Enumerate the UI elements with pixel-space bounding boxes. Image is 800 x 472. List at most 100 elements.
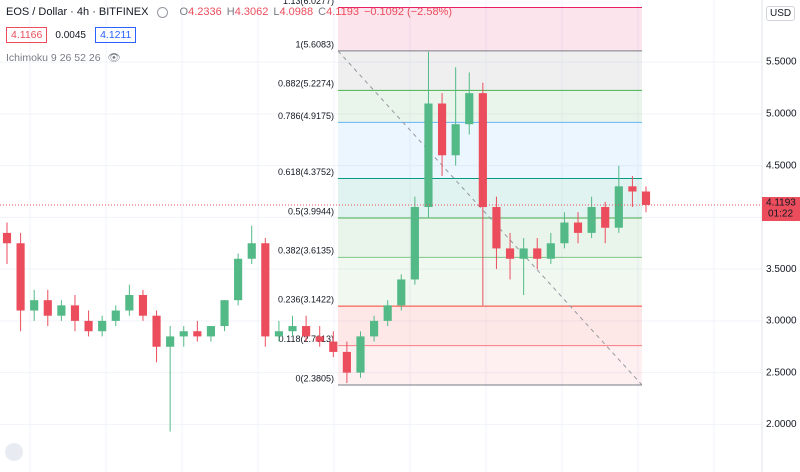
candle-body	[206, 326, 216, 337]
fib-label: 0.236(3.1422)	[278, 295, 334, 305]
candle-body	[383, 305, 392, 321]
candle-body	[451, 124, 460, 156]
ohlc: O4.2336 H4.3062 L4.0988 C4.1193 −0.1092 (−2.…	[180, 6, 457, 18]
fib-band	[338, 90, 642, 123]
spread: 0.0045	[55, 30, 86, 41]
ohlc-key: H	[226, 6, 235, 18]
candle-body	[2, 232, 12, 244]
fib-band	[338, 257, 642, 307]
fib-label: 1.13(6.0277)	[283, 0, 334, 6]
candle-body	[315, 336, 324, 342]
eye-icon[interactable]: 👁	[107, 52, 121, 64]
fib-label: 1(5.6083)	[295, 39, 334, 49]
ohlc-key: O	[179, 6, 189, 18]
candle-body	[84, 320, 93, 332]
ohlc-value: 4.1193	[326, 6, 359, 18]
fib-band	[338, 178, 642, 218]
status-dot	[157, 6, 169, 18]
fib-label: 0.5(3.9944)	[288, 206, 334, 216]
fib-band	[338, 50, 642, 91]
candle-body	[261, 243, 270, 337]
candle-body	[587, 207, 596, 233]
candle-body	[424, 103, 433, 208]
candle-body	[505, 248, 515, 259]
candle-body	[179, 331, 188, 337]
candle-body	[492, 207, 501, 249]
candle-body	[247, 243, 256, 259]
indicator-row: Ichimoku 9 26 52 26 👁	[6, 51, 121, 64]
fib-label: 0.382(3.6135)	[278, 246, 334, 256]
candle-body	[166, 336, 175, 347]
currency-button[interactable]: USD	[766, 6, 796, 21]
y-tick-label: 4.5000	[766, 160, 797, 171]
ohlc-key: C	[318, 6, 327, 18]
candle-body	[98, 320, 107, 332]
ohlc-value: 4.2336	[188, 6, 222, 18]
candle-body	[533, 248, 542, 259]
candle-body	[274, 331, 283, 337]
fib-band	[338, 7, 642, 51]
fib-trend-line	[337, 50, 643, 386]
indicator-label: Ichimoku 9 26 52 26	[6, 52, 101, 64]
ohlc-value: 4.0988	[279, 6, 314, 18]
y-tick-label: 2.0000	[766, 419, 797, 430]
candle-body	[220, 300, 229, 327]
candle-body	[478, 93, 487, 208]
candle-body	[641, 191, 651, 205]
candle-body	[437, 103, 447, 156]
fib-label: 0(2.3805)	[295, 373, 334, 383]
candle-body	[560, 222, 569, 244]
price-tag	[762, 197, 800, 222]
candle-body	[370, 320, 379, 337]
fib-band	[338, 217, 642, 258]
logo	[5, 443, 23, 461]
ohlc-value: −0.1092 (−2.58%)	[363, 6, 453, 18]
candle-body	[546, 243, 555, 259]
candle-body	[397, 279, 406, 306]
candle-body	[410, 207, 419, 280]
candle-body	[193, 331, 202, 337]
quote-row: 4.1166 0.0045 4.1211	[6, 27, 141, 43]
candle-body	[111, 310, 120, 321]
candle-body	[628, 186, 637, 192]
candle-body	[465, 93, 474, 125]
y-tick-label: 2.5000	[766, 367, 797, 378]
ohlc-key: L	[273, 6, 280, 18]
candle-body	[302, 326, 311, 337]
price-tag-label: 4.1193	[766, 198, 796, 209]
candle-body	[30, 300, 39, 311]
symbol-title: EOS / Dollar · 4h · BITFINEX	[6, 6, 149, 18]
fib-band	[338, 306, 642, 346]
ask: 4.1211	[95, 27, 137, 43]
candle-body	[356, 336, 365, 373]
candle-body	[152, 315, 161, 347]
fib-band	[338, 122, 642, 179]
fib-band	[338, 345, 642, 386]
candle-body	[70, 305, 80, 321]
price-axis-bg	[762, 0, 800, 472]
candle-body	[57, 305, 66, 316]
y-tick-label: 3.0000	[766, 316, 797, 327]
y-tick-label: 3.5000	[766, 264, 797, 275]
candle-body	[519, 248, 528, 259]
candle-body	[342, 351, 351, 373]
y-tick-label: 5.0000	[766, 109, 797, 120]
candle-body	[573, 222, 583, 233]
candle-body	[125, 295, 134, 311]
ohlc-value: 4.3062	[234, 6, 269, 18]
countdown: 01:22	[768, 209, 793, 220]
fib-label: 0.618(4.3752)	[278, 167, 334, 177]
fib-label: 0.786(4.9175)	[278, 111, 334, 121]
candle-body	[16, 243, 25, 311]
candle-body	[138, 295, 148, 316]
header-row: EOS / Dollar · 4h · BITFINEX O4.2336 H4.3…	[6, 6, 457, 18]
candle-body	[614, 186, 623, 228]
candle-body	[288, 326, 297, 332]
bid: 4.1166	[6, 27, 48, 43]
candle-body	[43, 300, 52, 316]
y-tick-label: 5.5000	[766, 57, 797, 68]
candle-body	[601, 207, 610, 228]
candle-body	[329, 341, 338, 352]
